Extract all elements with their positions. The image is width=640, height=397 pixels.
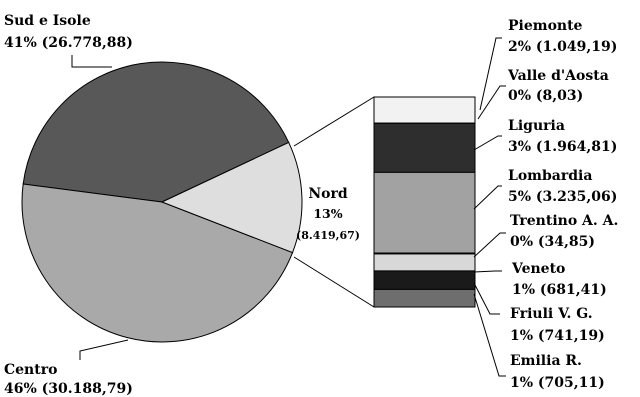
connector-line-bottom bbox=[293, 256, 375, 308]
label-friuli-name: Friuli V. G. bbox=[510, 306, 593, 322]
leader-piemonte bbox=[479, 37, 502, 111]
label-veneto-name: Veneto bbox=[511, 261, 565, 277]
label-nord-value: (8.419,67) bbox=[296, 229, 360, 242]
label-friuli-value: 1% (741,19) bbox=[510, 328, 605, 344]
label-veneto-value: 1% (681,41) bbox=[512, 282, 607, 298]
leader-lines bbox=[71, 37, 506, 377]
leader-lombardia bbox=[473, 185, 502, 210]
bar-segment-liguria bbox=[373, 122, 476, 173]
nord-breakdown-bar bbox=[373, 96, 476, 308]
leader-sud bbox=[71, 55, 112, 68]
connector-line-top bbox=[293, 96, 375, 147]
label-sud-name: Sud e Isole bbox=[4, 13, 91, 29]
leader-valle bbox=[477, 85, 506, 120]
label-emilia-name: Emilia R. bbox=[510, 353, 582, 369]
label-emilia-value: 1% (705,11) bbox=[510, 375, 605, 391]
label-centro-name: Centro bbox=[4, 362, 57, 378]
leader-friuli bbox=[473, 282, 500, 315]
leader-centro bbox=[79, 339, 129, 360]
leader-trentino bbox=[473, 232, 506, 258]
label-liguria-value: 3% (1.964,81) bbox=[508, 139, 617, 155]
pie-slice-centro bbox=[21, 183, 294, 343]
label-piemonte-name: Piemonte bbox=[508, 18, 583, 34]
label-valle-name: Valle d'Aosta bbox=[507, 68, 609, 84]
label-trentino-value: 0% (34,85) bbox=[510, 234, 595, 250]
label-piemonte-value: 2% (1.049,19) bbox=[508, 39, 617, 55]
bar-segment-emilia-r bbox=[373, 288, 476, 308]
label-nord-percent: 13% bbox=[313, 206, 342, 221]
label-sud-value: 41% (26.778,88) bbox=[4, 35, 133, 51]
label-valle-value: 0% (8,03) bbox=[508, 88, 583, 104]
bar-segment-veneto bbox=[373, 253, 476, 272]
label-liguria-name: Liguria bbox=[508, 118, 565, 134]
leader-liguria bbox=[473, 135, 502, 151]
label-centro-value: 46% (30.188,79) bbox=[4, 381, 133, 397]
bar-segment-lombardia bbox=[373, 171, 476, 254]
label-trentino-name: Trentino A. A. bbox=[510, 213, 618, 229]
leader-emilia bbox=[473, 293, 506, 377]
label-nord-name: Nord bbox=[308, 186, 348, 202]
pie-slice-sud-e-isole bbox=[22, 61, 290, 203]
bar-segment-friuli-v-g bbox=[373, 270, 476, 290]
bar-segment-piemonte bbox=[373, 96, 476, 124]
label-lombardia-name: Lombardia bbox=[508, 168, 592, 184]
pie-slice-nord bbox=[160, 141, 303, 254]
label-lombardia-value: 5% (3.235,06) bbox=[508, 189, 617, 205]
leader-veneto bbox=[473, 270, 502, 273]
